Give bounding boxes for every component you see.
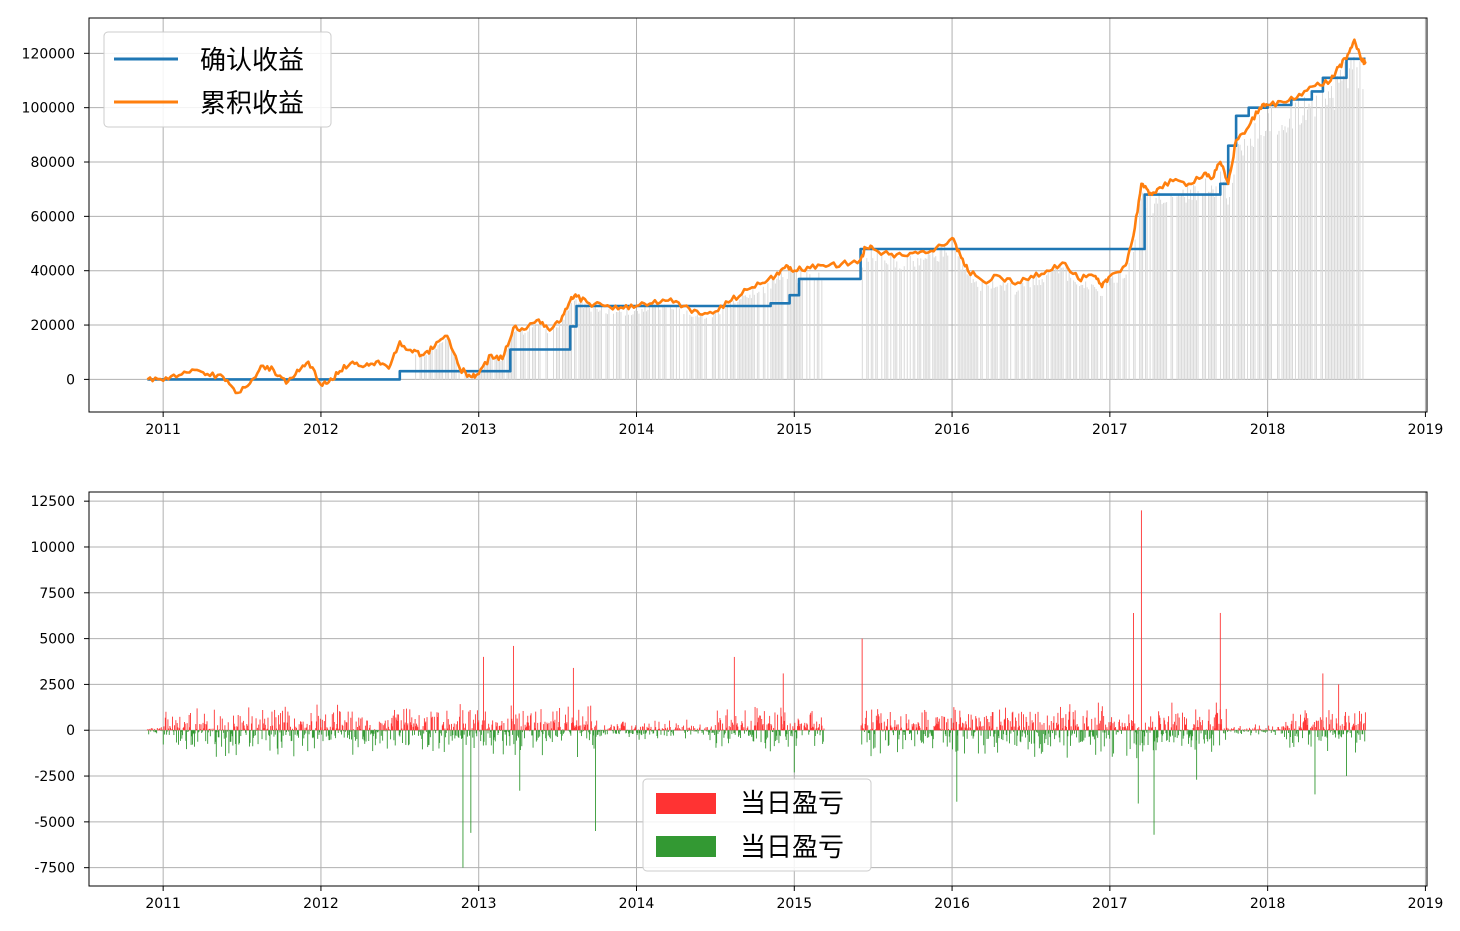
legend-label-cumulative: 累积收益 — [200, 89, 304, 119]
x-tick-label: 2018 — [1250, 422, 1286, 438]
bottom-y-tick-labels: 12500 10000 7500 5000 2500 0 -2500 -5000 -7500 — [30, 494, 75, 877]
legend-swatch-loss — [656, 836, 716, 857]
y-tick-label: 2500 — [39, 677, 75, 693]
x-tick-label: 2019 — [1408, 422, 1444, 438]
x-tick-label: 2013 — [461, 896, 497, 912]
x-tick-label: 2019 — [1408, 896, 1444, 912]
y-tick-label: 100000 — [22, 101, 75, 117]
bottom-tick-marks — [84, 500, 1426, 891]
top-x-tick-labels: 2011 2012 2013 2014 2015 2016 2017 2018 2019 — [145, 422, 1443, 438]
y-tick-label: -7500 — [34, 861, 75, 877]
y-tick-label: 0 — [66, 723, 75, 739]
legend-label-confirmed: 确认收益 — [200, 46, 304, 76]
x-tick-label: 2018 — [1250, 896, 1286, 912]
x-tick-label: 2016 — [934, 896, 970, 912]
top-y-tick-labels: 0 20000 40000 60000 80000 100000 120000 — [22, 46, 75, 388]
x-tick-label: 2012 — [303, 422, 339, 438]
x-tick-label: 2011 — [145, 422, 181, 438]
top-holding-bars — [415, 56, 1364, 380]
x-tick-label: 2014 — [619, 896, 655, 912]
bottom-axes: 2011 2012 2013 2014 2015 2016 2017 2018 2019 125… — [30, 491, 1443, 912]
bottom-axes-frame — [88, 491, 1428, 887]
y-tick-label: 5000 — [39, 632, 75, 648]
legend-label-loss: 当日盈亏 — [740, 833, 844, 863]
x-tick-label: 2012 — [303, 896, 339, 912]
y-tick-label: 0 — [66, 372, 75, 388]
x-tick-label: 2016 — [934, 422, 970, 438]
x-tick-label: 2013 — [461, 422, 497, 438]
top-series-lines — [146, 38, 1367, 395]
y-tick-label: 40000 — [30, 264, 75, 280]
y-tick-label: 80000 — [30, 155, 75, 171]
top-axes-frame — [88, 17, 1428, 413]
legend-label-gain: 当日盈亏 — [740, 789, 844, 819]
top-tick-marks — [84, 52, 1426, 417]
x-tick-label: 2015 — [776, 896, 812, 912]
y-tick-label: 60000 — [30, 209, 75, 225]
bottom-legend: 当日盈亏 当日盈亏 — [642, 778, 872, 872]
bottom-x-tick-labels: 2011 2012 2013 2014 2015 2016 2017 2018 2019 — [145, 896, 1443, 912]
y-tick-label: 20000 — [30, 318, 75, 334]
series-line-cumulative — [146, 38, 1367, 395]
x-tick-label: 2015 — [776, 422, 812, 438]
bottom-daily-pnl-bars — [146, 510, 1366, 868]
y-tick-label: 120000 — [22, 46, 75, 62]
legend-swatch-gain — [656, 793, 716, 814]
y-tick-label: 7500 — [39, 586, 75, 602]
x-tick-label: 2014 — [619, 422, 655, 438]
series-line-confirmed — [147, 57, 1366, 381]
top-axes: 2011 2012 2013 2014 2015 2016 2017 2018 2019 0 20… — [22, 17, 1443, 438]
x-tick-label: 2017 — [1092, 896, 1128, 912]
y-tick-label: 10000 — [30, 540, 75, 556]
y-tick-label: -5000 — [34, 815, 75, 831]
y-tick-label: 12500 — [30, 494, 75, 510]
x-tick-label: 2011 — [145, 896, 181, 912]
y-tick-label: -2500 — [34, 769, 75, 785]
top-legend: 确认收益 累积收益 — [103, 31, 332, 128]
x-tick-label: 2017 — [1092, 422, 1128, 438]
